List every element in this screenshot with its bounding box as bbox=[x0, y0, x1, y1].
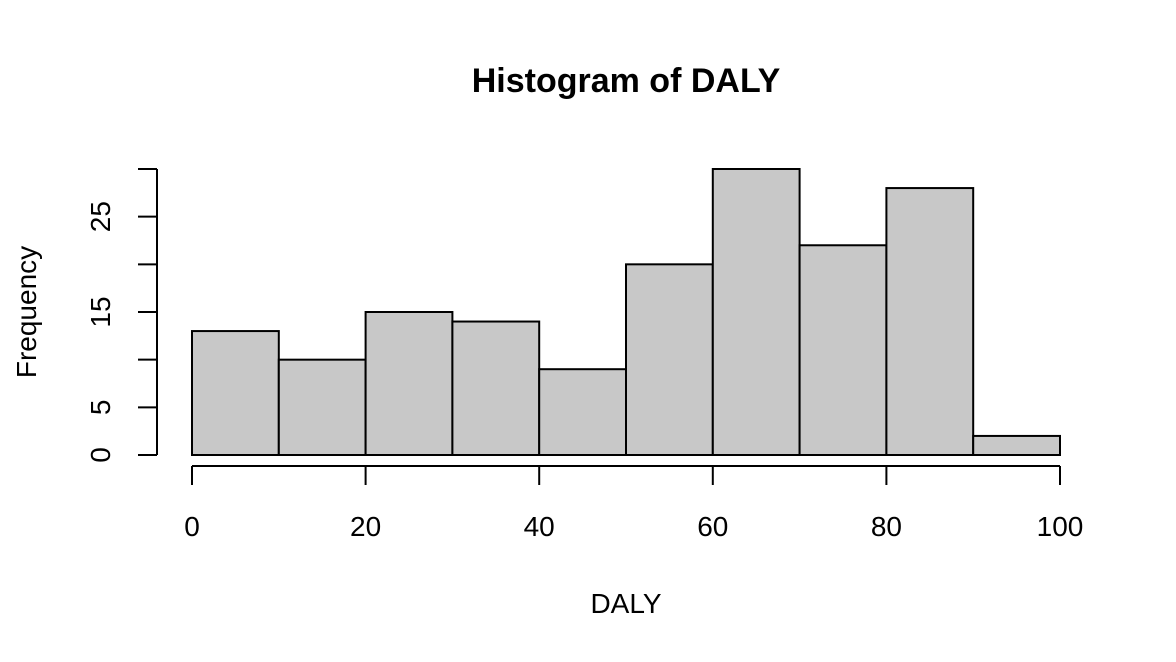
x-tick-label: 80 bbox=[871, 511, 902, 542]
x-tick-label: 20 bbox=[350, 511, 381, 542]
x-tick-label: 0 bbox=[184, 511, 200, 542]
x-tick-label: 40 bbox=[524, 511, 555, 542]
x-axis-label: DALY bbox=[590, 588, 661, 619]
bar-30-40 bbox=[451, 320, 541, 456]
bar-80-90 bbox=[885, 187, 975, 456]
bars-group bbox=[191, 168, 1062, 457]
bar-0-10 bbox=[191, 330, 280, 457]
x-axis: 0 20 40 60 80 100 bbox=[184, 465, 1084, 542]
bar-20-30 bbox=[364, 311, 454, 456]
chart-title: Histogram of DALY bbox=[472, 62, 781, 100]
y-tick-label: 5 bbox=[85, 400, 116, 416]
bar-70-80 bbox=[798, 244, 888, 456]
x-tick-label: 100 bbox=[1037, 511, 1084, 542]
y-tick-label: 15 bbox=[85, 296, 116, 327]
bar-10-20 bbox=[277, 358, 367, 456]
y-axis: 0 5 15 25 bbox=[85, 168, 158, 463]
y-tick-label: 25 bbox=[85, 201, 116, 232]
bar-60-70 bbox=[711, 168, 801, 456]
bar-50-60 bbox=[625, 263, 714, 457]
y-axis-label: Frequency bbox=[11, 246, 42, 378]
bar-40-50 bbox=[538, 368, 628, 457]
x-tick-label: 60 bbox=[697, 511, 728, 542]
bar-90-100 bbox=[972, 434, 1062, 456]
y-tick-label: 0 bbox=[85, 447, 116, 463]
